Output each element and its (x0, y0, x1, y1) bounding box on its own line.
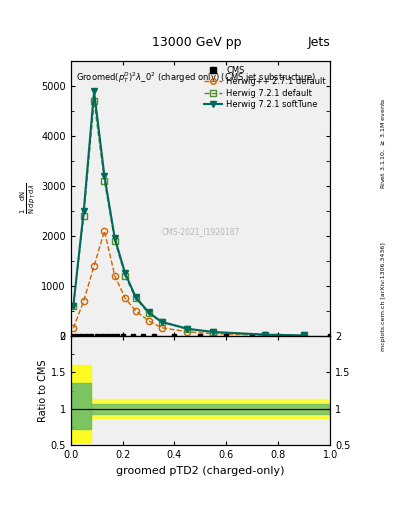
CMS (105, 333, 109, 339)
Herwig++ 2.7.1 default (159, 325, 164, 331)
Herwig++ 2.7.1 default (263, 332, 268, 338)
CMS (73, 333, 78, 339)
CMS (141, 333, 146, 339)
Herwig 7.2.1 softTune (185, 326, 190, 332)
Herwig 7.2.1 softTune (71, 303, 76, 309)
Line: Herwig 7.2.1 default: Herwig 7.2.1 default (70, 98, 307, 338)
Legend: CMS, Herwig++ 2.7.1 default, Herwig 7.2.1 default, Herwig 7.2.1 softTune: CMS, Herwig++ 2.7.1 default, Herwig 7.2.… (204, 66, 326, 109)
Herwig 7.2.1 default (102, 178, 107, 184)
Text: mcplots.cern.ch [arXiv:1306.3436]: mcplots.cern.ch [arXiv:1306.3436] (381, 243, 386, 351)
Herwig 7.2.1 softTune (123, 270, 128, 276)
CMS (172, 333, 177, 339)
Herwig 7.2.1 softTune (102, 173, 107, 179)
CMS (328, 333, 332, 339)
Line: Herwig++ 2.7.1 default: Herwig++ 2.7.1 default (70, 228, 307, 339)
CMS (89, 333, 94, 339)
Herwig 7.2.1 default (185, 326, 190, 332)
Herwig 7.2.1 default (71, 303, 76, 309)
Herwig 7.2.1 softTune (159, 318, 164, 325)
CMS (120, 333, 125, 339)
CMS (130, 333, 135, 339)
Herwig++ 2.7.1 default (185, 329, 190, 335)
Herwig 7.2.1 default (133, 295, 138, 302)
CMS (198, 333, 203, 339)
Line: Herwig 7.2.1 softTune: Herwig 7.2.1 softTune (70, 88, 308, 339)
CMS (151, 333, 156, 339)
Text: Jets: Jets (307, 36, 330, 49)
Text: Groomed$(p_T^D)^2\lambda\_0^2$ (charged only) (CMS jet substructure): Groomed$(p_T^D)^2\lambda\_0^2$ (charged … (76, 70, 316, 84)
Herwig 7.2.1 softTune (146, 309, 151, 315)
Herwig++ 2.7.1 default (92, 263, 96, 269)
Herwig++ 2.7.1 default (123, 295, 128, 302)
Herwig 7.2.1 softTune (302, 332, 307, 338)
CMS (94, 333, 99, 339)
Herwig++ 2.7.1 default (146, 317, 151, 324)
CMS (276, 333, 281, 339)
Herwig 7.2.1 default (123, 273, 128, 279)
CMS (84, 333, 89, 339)
CMS (250, 333, 255, 339)
Herwig++ 2.7.1 default (71, 325, 76, 331)
Herwig++ 2.7.1 default (133, 308, 138, 314)
Herwig 7.2.1 default (81, 213, 86, 219)
Y-axis label: Ratio to CMS: Ratio to CMS (38, 359, 48, 422)
Herwig 7.2.1 softTune (133, 294, 138, 300)
Herwig++ 2.7.1 default (112, 273, 117, 279)
Herwig++ 2.7.1 default (211, 331, 216, 337)
Herwig++ 2.7.1 default (102, 228, 107, 234)
CMS (79, 333, 83, 339)
Herwig 7.2.1 softTune (81, 208, 86, 214)
Herwig 7.2.1 default (112, 238, 117, 244)
Herwig 7.2.1 softTune (211, 329, 216, 335)
CMS (224, 333, 229, 339)
CMS (110, 333, 115, 339)
Herwig 7.2.1 default (302, 332, 307, 338)
Herwig++ 2.7.1 default (302, 332, 307, 338)
Y-axis label: $\frac{1}{\mathrm{N}}\frac{\mathrm{d}\mathrm{N}}{\mathrm{d}\,p_T\,\mathrm{d}\,\l: $\frac{1}{\mathrm{N}}\frac{\mathrm{d}\ma… (19, 183, 39, 215)
Herwig 7.2.1 default (146, 310, 151, 316)
Text: 13000 GeV pp: 13000 GeV pp (152, 36, 241, 49)
Herwig 7.2.1 default (92, 98, 96, 104)
CMS (99, 333, 104, 339)
Text: Rivet 3.1.10, $\geq$ 3.1M events: Rivet 3.1.10, $\geq$ 3.1M events (379, 98, 387, 189)
Herwig 7.2.1 default (263, 332, 268, 338)
Herwig 7.2.1 softTune (112, 236, 117, 242)
CMS (302, 333, 307, 339)
Text: CMS-2021_I1920187: CMS-2021_I1920187 (161, 227, 240, 236)
Herwig 7.2.1 default (211, 329, 216, 335)
X-axis label: groomed pTD2 (charged-only): groomed pTD2 (charged-only) (116, 466, 285, 476)
CMS (68, 333, 73, 339)
Herwig 7.2.1 default (159, 319, 164, 325)
Line: CMS: CMS (68, 333, 332, 338)
CMS (115, 333, 120, 339)
Herwig 7.2.1 softTune (92, 88, 96, 94)
Herwig++ 2.7.1 default (81, 298, 86, 304)
Herwig 7.2.1 softTune (263, 332, 268, 338)
